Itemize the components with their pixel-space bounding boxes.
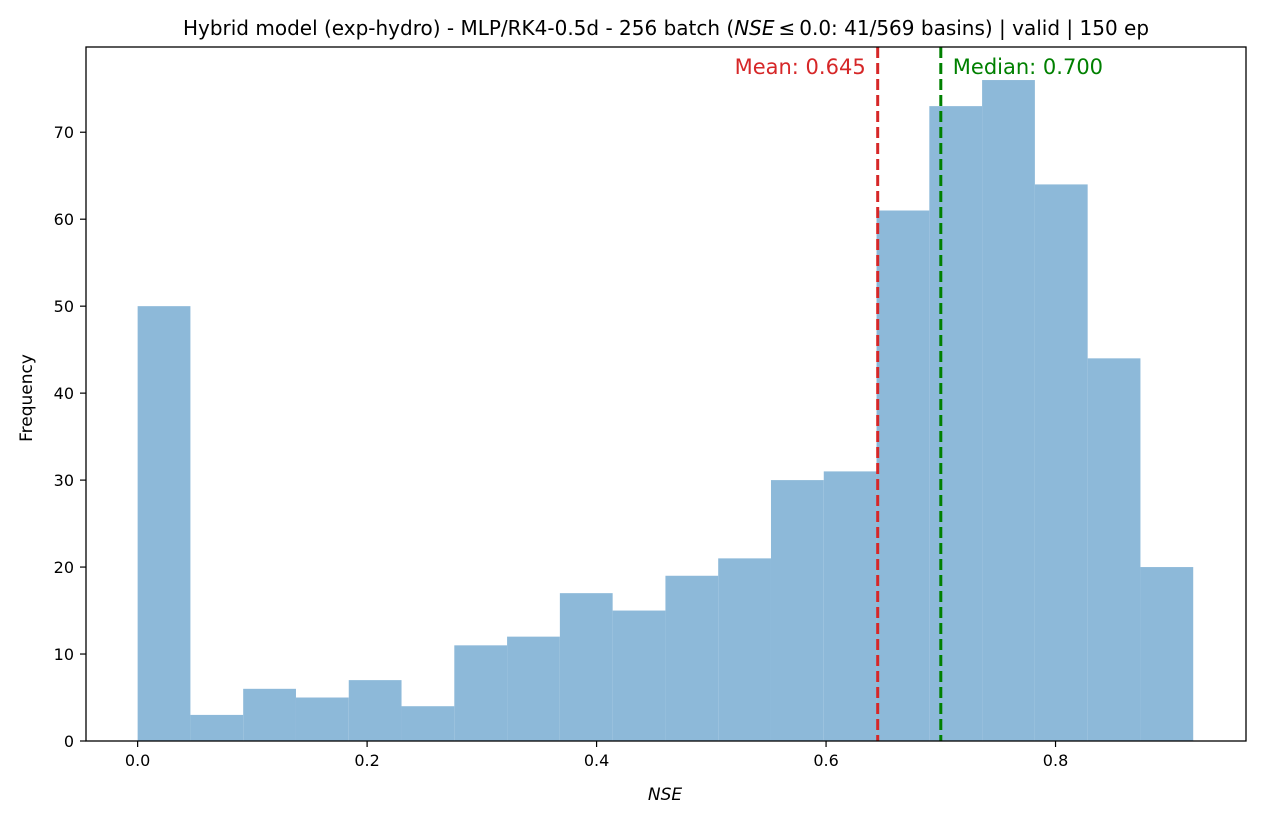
histogram-bar xyxy=(929,106,983,742)
histogram-bar xyxy=(507,636,560,741)
y-tick-label: 10 xyxy=(54,645,74,664)
histogram-bar xyxy=(982,80,1035,742)
histogram-bar xyxy=(612,610,666,741)
histogram-bar xyxy=(876,210,930,741)
histogram-bar xyxy=(718,558,771,741)
y-tick-label: 0 xyxy=(64,732,74,751)
chart-title: Hybrid model (exp-hydro) - MLP/RK4-0.5d … xyxy=(183,16,1149,40)
histogram-bar xyxy=(401,706,455,741)
y-tick-label: 50 xyxy=(54,297,74,316)
chart-title-post: ≤ 0.0: 41/569 basins) | valid | 150 ep xyxy=(775,16,1150,40)
histogram-bar xyxy=(665,575,719,741)
histogram-bar xyxy=(137,306,191,741)
y-tick-label: 30 xyxy=(54,471,74,490)
histogram-bar xyxy=(1034,184,1088,742)
histogram-bar xyxy=(1087,358,1141,741)
x-tick-label: 0.0 xyxy=(125,751,150,770)
mean-annotation: Mean: 0.645 xyxy=(735,55,866,79)
plot-frame xyxy=(85,46,1247,742)
histogram-bar xyxy=(1140,567,1194,741)
histogram-bar xyxy=(823,471,877,741)
chart-title-italic: NSE xyxy=(734,16,775,40)
x-tick-label: 0.4 xyxy=(584,751,609,770)
chart-title-pre: Hybrid model (exp-hydro) - MLP/RK4-0.5d … xyxy=(183,16,734,40)
y-axis-label: Frequency xyxy=(17,354,37,442)
histogram-bars xyxy=(137,80,1194,742)
x-axis-label: NSE xyxy=(648,785,683,805)
histogram-bar xyxy=(559,593,613,741)
y-tick-label: 40 xyxy=(54,384,74,403)
x-axis-ticks: 0.0 0.2 0.4 0.6 0.8 xyxy=(125,741,1068,770)
histogram-bar xyxy=(454,645,508,741)
y-tick-label: 60 xyxy=(54,210,74,229)
x-tick-label: 0.6 xyxy=(813,751,838,770)
reference-lines xyxy=(876,47,943,741)
x-tick-label: 0.8 xyxy=(1043,751,1068,770)
y-axis-ticks: 0 10 20 30 40 50 60 70 xyxy=(54,123,86,751)
histogram-bar xyxy=(190,714,244,741)
y-tick-label: 70 xyxy=(54,123,74,142)
y-tick-label: 20 xyxy=(54,558,74,577)
histogram-bar xyxy=(295,697,349,741)
x-tick-label: 0.2 xyxy=(354,751,379,770)
histogram-bar xyxy=(770,480,824,741)
histogram-bar xyxy=(243,688,296,741)
histogram-bar xyxy=(348,680,402,741)
median-annotation: Median: 0.700 xyxy=(953,55,1103,79)
